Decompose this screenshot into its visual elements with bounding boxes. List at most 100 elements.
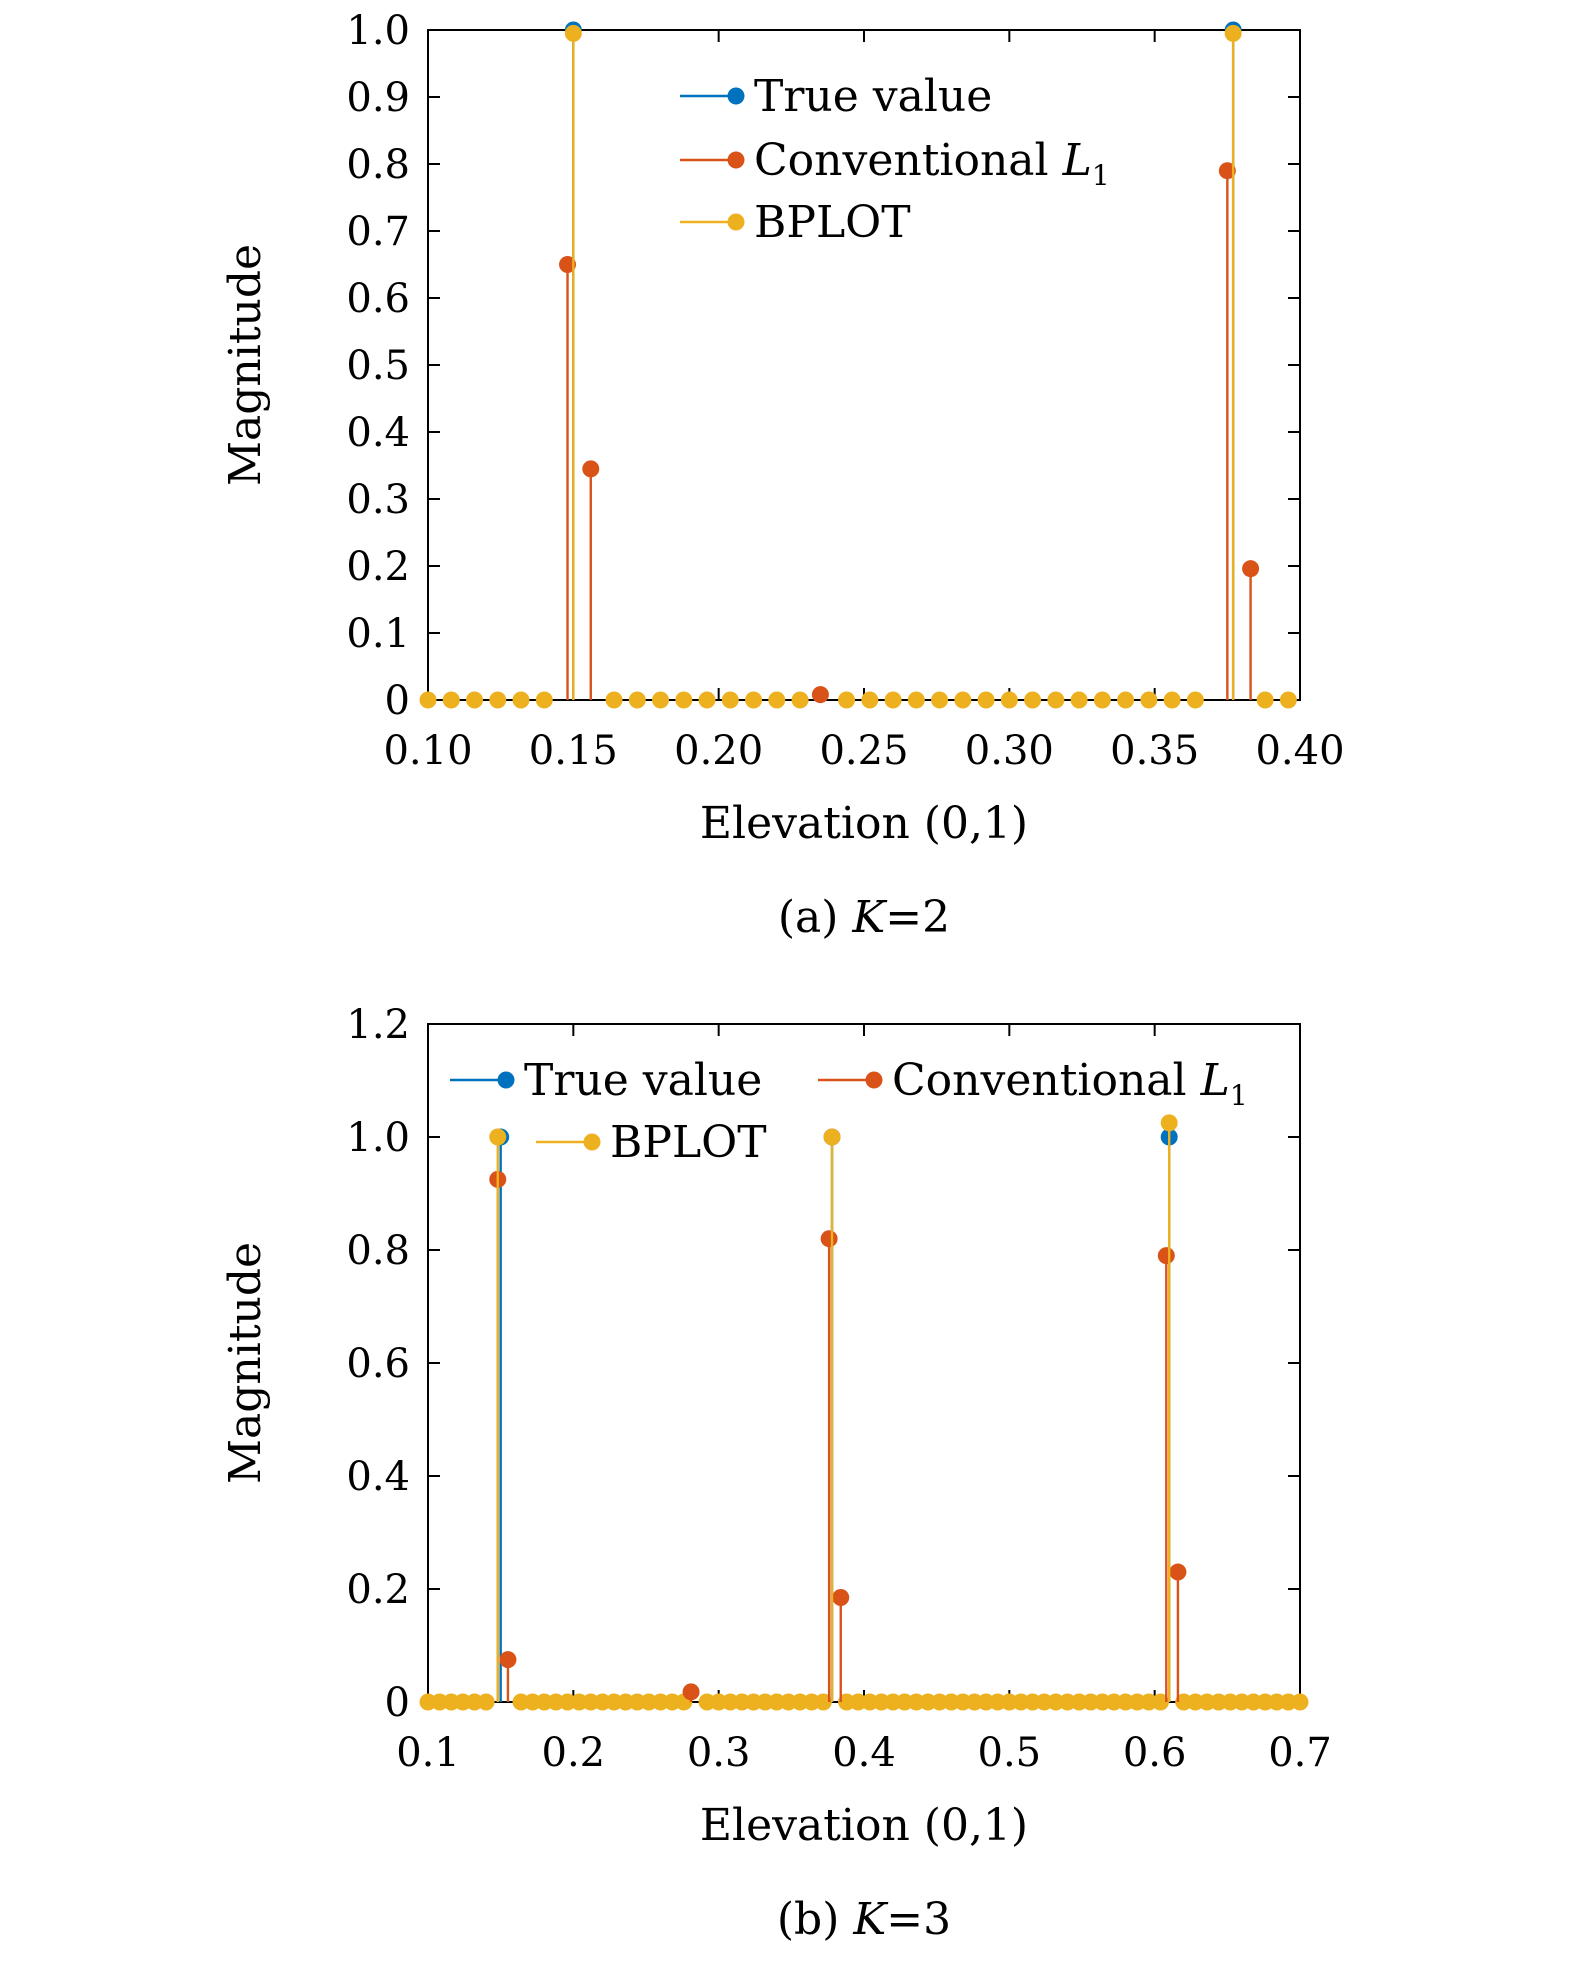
caption-suffix: =3 bbox=[886, 1894, 951, 1945]
zero-marker bbox=[756, 1693, 774, 1711]
zero-marker bbox=[1233, 1693, 1251, 1711]
legend-label: BPLOT bbox=[754, 197, 911, 248]
y-tick-label: 1.0 bbox=[346, 1115, 410, 1161]
zero-marker bbox=[977, 1693, 995, 1711]
zero-marker bbox=[861, 691, 879, 709]
zero-marker bbox=[1024, 1693, 1042, 1711]
zero-marker bbox=[489, 691, 507, 709]
caption-variable: K bbox=[852, 1894, 888, 1945]
y-tick-label: 0.8 bbox=[346, 1228, 410, 1274]
zero-marker bbox=[884, 691, 902, 709]
zero-marker bbox=[454, 1693, 472, 1711]
zero-marker bbox=[605, 691, 623, 709]
zero-marker bbox=[1070, 691, 1088, 709]
zero-marker bbox=[1035, 1693, 1053, 1711]
zero-marker bbox=[617, 1693, 635, 1711]
x-tick-label: 0.5 bbox=[978, 1730, 1042, 1776]
zero-marker bbox=[1082, 1693, 1100, 1711]
stem-marker bbox=[1224, 24, 1242, 42]
zero-marker bbox=[1256, 1693, 1274, 1711]
zero-marker bbox=[663, 1693, 681, 1711]
zero-marker bbox=[1117, 1693, 1135, 1711]
legend-item-0: True value bbox=[450, 1055, 762, 1106]
zero-marker bbox=[1256, 691, 1274, 709]
figure-caption: (a) K=2 bbox=[778, 892, 950, 943]
zero-marker bbox=[745, 1693, 763, 1711]
zero-marker bbox=[1163, 691, 1181, 709]
zero-marker bbox=[535, 691, 553, 709]
zero-marker bbox=[1279, 691, 1297, 709]
caption-variable: K bbox=[851, 892, 887, 943]
zero-marker bbox=[1047, 691, 1065, 709]
stem-marker bbox=[811, 686, 829, 704]
zero-marker bbox=[919, 1693, 937, 1711]
caption-prefix: (a) bbox=[778, 892, 853, 943]
stem-marker bbox=[1169, 1563, 1187, 1581]
y-axis-label: Magnitude bbox=[220, 244, 271, 486]
x-tick-label: 0.1 bbox=[396, 1730, 460, 1776]
zero-marker bbox=[512, 1693, 530, 1711]
x-tick-label: 0.3 bbox=[687, 1730, 751, 1776]
series-0 bbox=[492, 1128, 1178, 1702]
zero-marker bbox=[640, 1693, 658, 1711]
stem-marker bbox=[559, 256, 577, 273]
x-tick-label: 0.15 bbox=[529, 728, 618, 774]
stem-marker bbox=[564, 24, 582, 42]
zero-marker bbox=[803, 1693, 821, 1711]
zero-marker bbox=[1024, 691, 1042, 709]
zero-marker bbox=[954, 691, 972, 709]
zero-marker bbox=[1151, 1693, 1169, 1711]
zero-marker bbox=[1221, 1693, 1239, 1711]
zero-marker bbox=[779, 1693, 797, 1711]
zero-markers bbox=[419, 691, 1297, 709]
stem-marker bbox=[489, 1128, 507, 1146]
x-tick-label: 0.20 bbox=[674, 728, 763, 774]
zero-markers bbox=[419, 1693, 1309, 1711]
zero-marker bbox=[512, 691, 530, 709]
zero-marker bbox=[931, 1693, 949, 1711]
zero-marker bbox=[1117, 691, 1135, 709]
zero-marker bbox=[559, 1693, 577, 1711]
zero-marker bbox=[1000, 1693, 1018, 1711]
legend-label: True value bbox=[754, 71, 992, 122]
zero-marker bbox=[1140, 1693, 1158, 1711]
stem-marker bbox=[1160, 1114, 1178, 1132]
stem-marker bbox=[1242, 560, 1260, 578]
y-tick-label: 0 bbox=[385, 678, 410, 724]
zero-marker bbox=[535, 1693, 553, 1711]
zero-marker bbox=[710, 1693, 728, 1711]
x-tick-label: 0.2 bbox=[542, 1730, 606, 1776]
zero-marker bbox=[698, 691, 716, 709]
stem-marker bbox=[1218, 162, 1236, 180]
y-tick-label: 1.0 bbox=[346, 8, 410, 54]
zero-marker bbox=[442, 1693, 460, 1711]
stem-chart-b: 0 0.2 0.4 0.6 0.8 1.0 1.2 0.1 0.2 0.3 0.4 0.5 0.6 0.7… bbox=[220, 1002, 1332, 1945]
zero-marker bbox=[884, 1693, 902, 1711]
zero-marker bbox=[791, 691, 809, 709]
zero-marker bbox=[907, 691, 925, 709]
zero-marker bbox=[652, 691, 670, 709]
legend-label: Conventional L1 bbox=[754, 135, 1110, 192]
y-tick-label: 0.5 bbox=[346, 343, 410, 389]
zero-marker bbox=[942, 1693, 960, 1711]
zero-marker bbox=[431, 1693, 449, 1711]
x-tick-label: 0.7 bbox=[1268, 1730, 1332, 1776]
zero-marker bbox=[442, 691, 460, 709]
legend-marker bbox=[727, 87, 745, 105]
zero-marker bbox=[698, 1693, 716, 1711]
zero-marker bbox=[907, 1693, 925, 1711]
legend-label: True value bbox=[524, 1055, 762, 1106]
zero-marker bbox=[1000, 691, 1018, 709]
axes-frame bbox=[427, 29, 1301, 701]
stem-marker bbox=[582, 460, 600, 478]
zero-marker bbox=[931, 691, 949, 709]
zero-marker bbox=[745, 691, 763, 709]
legend-label: BPLOT bbox=[610, 1117, 767, 1168]
y-tick-label: 0.3 bbox=[346, 477, 410, 523]
y-tick-label: 0.8 bbox=[346, 142, 410, 188]
legend-item-2: BPLOT bbox=[536, 1117, 767, 1168]
zero-marker bbox=[628, 1693, 646, 1711]
legend-marker bbox=[727, 151, 745, 169]
zero-marker bbox=[1140, 691, 1158, 709]
caption-suffix: =2 bbox=[885, 892, 950, 943]
